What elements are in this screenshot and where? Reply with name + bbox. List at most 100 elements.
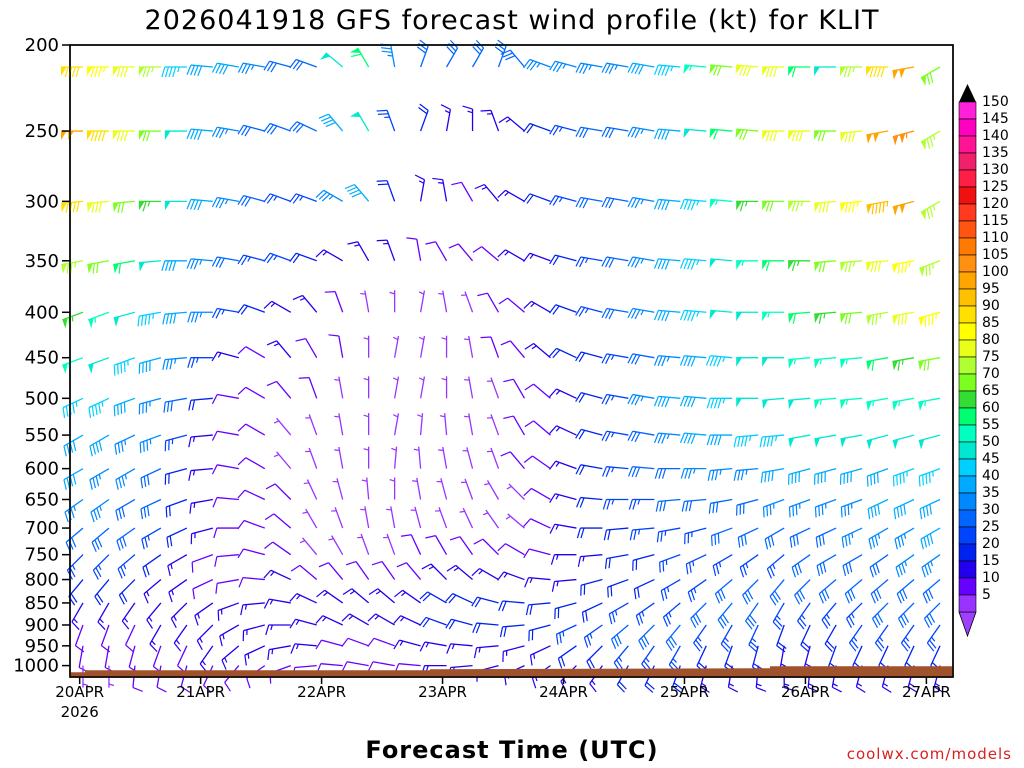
barb-full xyxy=(219,128,225,139)
wind-barbs xyxy=(60,39,944,693)
barb-half xyxy=(800,201,804,207)
barb-full xyxy=(446,564,457,572)
barb-half xyxy=(582,556,585,562)
barb-full xyxy=(217,610,220,621)
barb-half xyxy=(666,586,670,593)
barb-shaft xyxy=(194,602,214,617)
wind-barb xyxy=(769,579,785,606)
barb-shaft xyxy=(658,498,681,503)
barb-half xyxy=(71,564,76,571)
barb-full xyxy=(644,685,654,693)
barb-shaft xyxy=(476,645,499,649)
barb-shaft xyxy=(868,527,889,540)
barb-shaft xyxy=(840,434,863,440)
barb-shaft xyxy=(632,527,655,531)
barb-full xyxy=(798,130,804,142)
barb-full xyxy=(142,66,147,78)
barb-shaft xyxy=(347,637,369,647)
barb-half xyxy=(886,201,889,207)
barb-half xyxy=(823,313,826,319)
x-tick-label: 27APR xyxy=(902,683,951,701)
barb-full xyxy=(739,201,744,212)
wind-barb xyxy=(523,487,551,501)
barb-full xyxy=(714,534,717,545)
barb-full xyxy=(117,202,121,213)
barb-full xyxy=(341,661,348,672)
wind-barb xyxy=(797,602,811,630)
barb-full xyxy=(432,177,443,181)
y-tick-label: 700 xyxy=(25,518,59,539)
barb-full xyxy=(851,639,859,649)
wind-barb xyxy=(814,434,837,448)
barb-half xyxy=(584,308,589,314)
barb-full xyxy=(523,455,533,463)
barb-shaft xyxy=(115,468,136,481)
barb-full xyxy=(690,259,696,270)
barb-half xyxy=(640,258,644,264)
barb-half xyxy=(151,640,156,646)
barb-full xyxy=(627,62,634,73)
barb-full xyxy=(140,315,144,326)
barb-full xyxy=(898,565,903,576)
barb-full xyxy=(347,186,358,192)
barb-full xyxy=(877,639,885,649)
barb-shaft xyxy=(424,641,447,647)
barb-half xyxy=(931,636,936,642)
barb-full xyxy=(638,613,644,624)
surface-terrain xyxy=(70,666,953,677)
barb-full xyxy=(324,291,336,293)
wind-barb xyxy=(217,602,240,621)
wind-barb xyxy=(814,200,837,213)
wind-barb xyxy=(549,493,577,503)
barb-shaft xyxy=(530,518,551,529)
barb-full xyxy=(711,470,715,481)
barb-shaft xyxy=(336,478,344,500)
barb-shaft xyxy=(138,260,161,264)
barb-full xyxy=(792,505,795,517)
wind-barb xyxy=(679,395,707,408)
colorbar-tick-label: 25 xyxy=(982,519,1000,535)
wind-barb xyxy=(601,126,629,139)
barb-full xyxy=(792,535,796,547)
wind-barb xyxy=(328,535,344,555)
barb-shaft xyxy=(869,554,889,568)
barb-shaft xyxy=(349,613,369,626)
barb-full xyxy=(627,353,634,364)
barb-full xyxy=(75,66,80,78)
barb-full xyxy=(627,430,634,441)
plot-frame xyxy=(69,44,954,678)
wind-barb xyxy=(709,198,733,209)
barb-full xyxy=(634,64,641,75)
wind-barb xyxy=(748,624,759,653)
barb-shaft xyxy=(641,645,655,665)
colorbar-swatch xyxy=(958,271,977,290)
colorbar-tick-label: 70 xyxy=(982,366,1000,382)
wind-barb xyxy=(289,193,317,204)
barb-shaft xyxy=(895,554,915,568)
barb-full xyxy=(919,508,923,520)
barb-full xyxy=(847,66,852,78)
wind-barb xyxy=(627,353,655,365)
barb-shaft xyxy=(840,260,863,264)
barb-shaft xyxy=(794,579,811,596)
wind-barb xyxy=(679,258,707,270)
barb-full xyxy=(672,685,682,693)
barb-shaft xyxy=(580,256,603,262)
barb-full xyxy=(480,109,492,112)
barb-half xyxy=(924,400,927,407)
wind-barb xyxy=(186,64,213,76)
barb-full xyxy=(316,589,326,598)
barb-full xyxy=(670,661,679,670)
barb-full xyxy=(687,259,693,270)
barb-shaft xyxy=(393,413,400,436)
barb-shaft xyxy=(632,196,655,202)
barb-full xyxy=(246,678,251,689)
colorbar-tick-label: 30 xyxy=(982,502,1000,518)
barb-full xyxy=(72,201,77,213)
barb-full xyxy=(186,128,192,140)
barb-full xyxy=(929,72,934,83)
barb-flag xyxy=(814,262,820,272)
barb-full xyxy=(789,537,793,548)
plot-frame-border xyxy=(69,44,954,678)
barb-full xyxy=(98,201,102,213)
